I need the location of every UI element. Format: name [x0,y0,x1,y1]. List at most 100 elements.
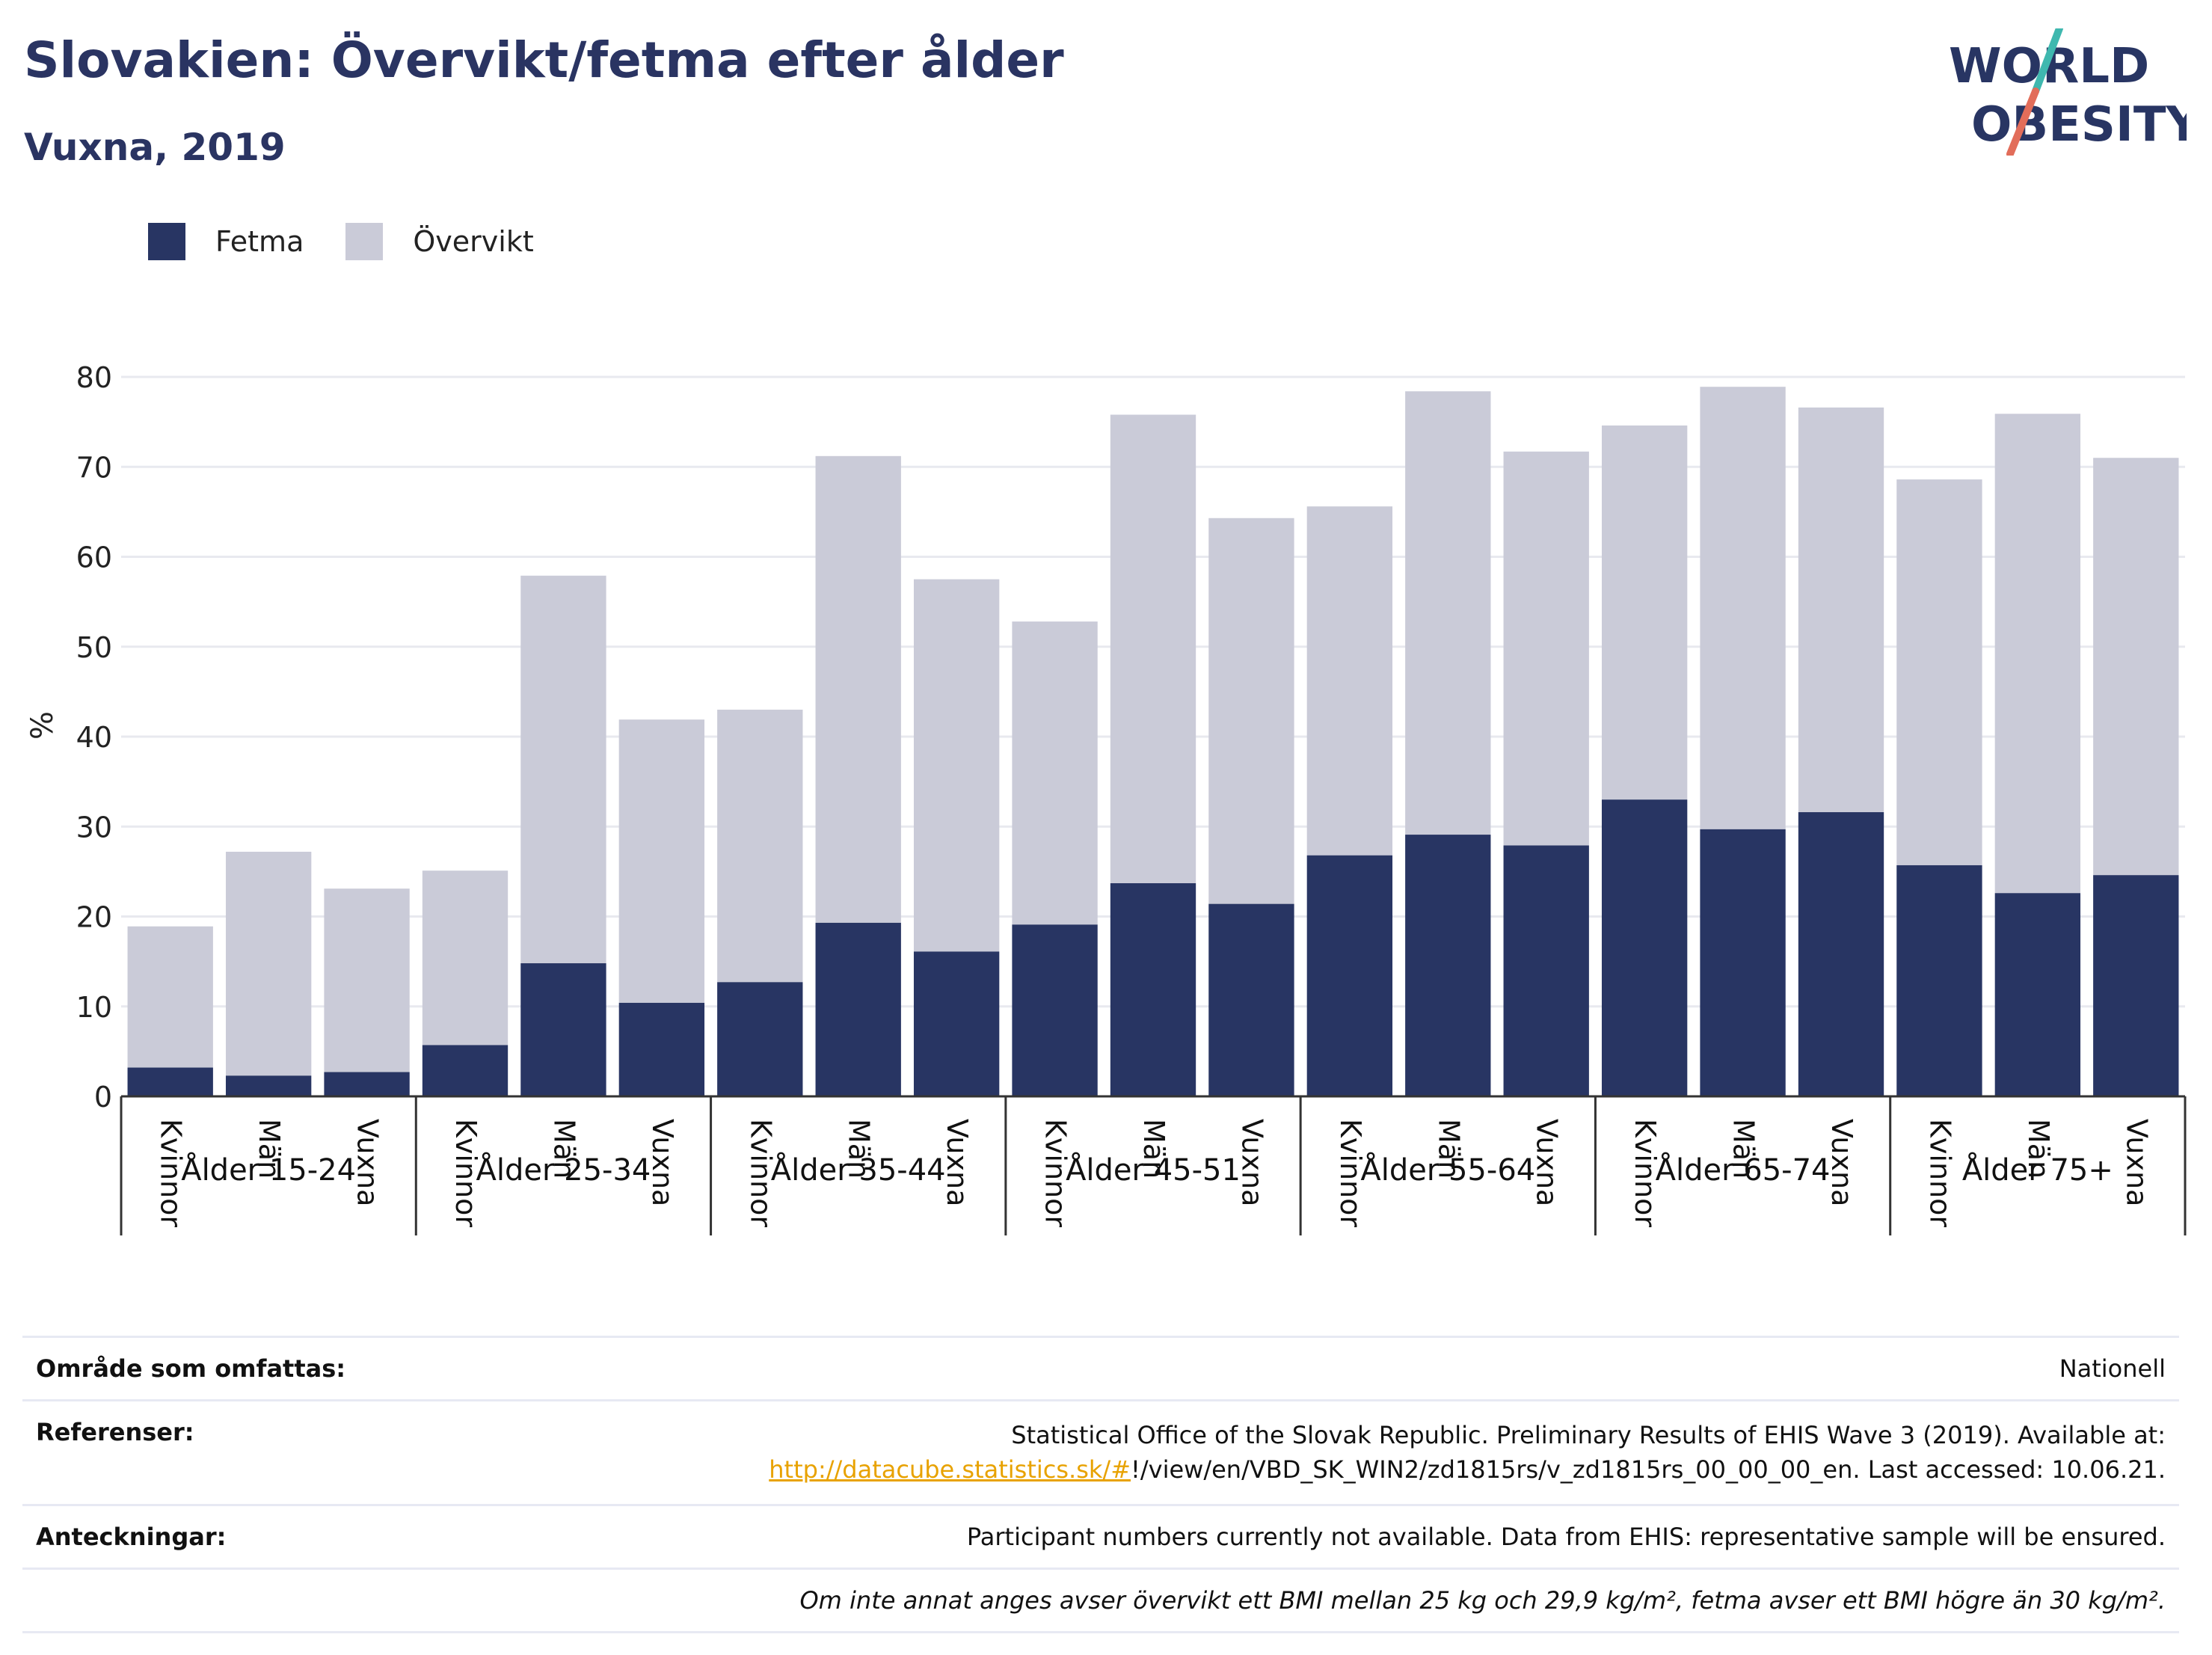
bar-overvikt-3-2 [1208,518,1294,904]
chart-subtitle: Vuxna, 2019 [24,126,286,169]
x-sublabel-0-1: Män [253,1119,286,1179]
bar-fetma-0-2 [324,1072,410,1096]
bar-fetma-1-1 [520,963,606,1096]
x-sublabel-3-1: Män [1137,1119,1170,1179]
bar-fetma-6-2 [2093,875,2179,1096]
bar-fetma-1-0 [422,1045,509,1096]
bar-fetma-6-0 [1896,865,1982,1096]
bar-overvikt-5-0 [1601,425,1688,800]
x-sublabel-5-1: Män [1727,1119,1760,1179]
x-sublabel-3-2: Vuxna [1235,1119,1268,1206]
chart-footer: Område som omfattas: Nationell Referense… [22,1336,2179,1633]
bar-overvikt-5-1 [1700,387,1786,829]
bar-fetma-2-2 [913,951,1000,1096]
references-text: Statistical Office of the Slovak Republi… [1011,1421,2166,1449]
bar-overvikt-0-0 [127,926,213,1068]
y-tick-label-20: 20 [76,901,112,934]
legend-label-overvikt: Övervikt [413,225,534,258]
x-group-label-5: Ålder 65-74 [1656,1152,1831,1188]
bar-overvikt-2-2 [913,579,1000,952]
bar-overvikt-0-1 [225,851,312,1076]
y-tick-label-50: 50 [76,631,112,664]
logo-line-2: OBESITY [1971,97,2187,153]
x-sublabel-4-2: Vuxna [1531,1119,1564,1206]
x-group-label-4: Ålder 55-64 [1360,1152,1535,1188]
x-group-label-2: Ålder 35-44 [771,1152,946,1188]
x-sublabel-3-0: Kvinnor [1039,1119,1072,1227]
world-obesity-logo: WORLD OBESITY [1949,28,2187,156]
x-sublabel-5-0: Kvinnor [1629,1119,1662,1227]
bar-fetma-0-1 [225,1075,312,1096]
x-sublabel-6-0: Kvinnor [1923,1119,1956,1227]
bar-fetma-3-1 [1110,883,1196,1096]
notes-label: Anteckningar: [36,1522,227,1551]
bar-fetma-1-2 [618,1002,705,1096]
x-sublabel-6-2: Vuxna [2120,1119,2153,1206]
y-axis-label: % [25,711,60,740]
logo-slash-teal [2032,28,2063,95]
footer-row-definition: Om inte annat anges avser övervikt ett B… [22,1570,2179,1633]
legend-label-fetma: Fetma [215,225,304,258]
bar-fetma-2-0 [717,982,803,1096]
bar-overvikt-1-1 [520,575,606,964]
references-link[interactable]: http://datacube.statistics.sk/# [769,1455,1131,1484]
bar-overvikt-2-1 [815,455,901,923]
x-sublabel-0-2: Vuxna [351,1119,384,1206]
bar-fetma-3-2 [1208,903,1294,1096]
references-label: Referenser: [36,1418,194,1446]
footer-row-references: Referenser: Statistical Office of the Sl… [22,1401,2179,1506]
bar-overvikt-1-2 [618,719,705,1003]
x-group-label-6: Ålder 75+ [1962,1152,2113,1188]
y-tick-label-60: 60 [76,541,112,574]
bar-fetma-2-1 [815,922,901,1096]
bar-overvikt-3-0 [1012,621,1098,925]
bar-overvikt-4-2 [1503,451,1589,846]
footer-row-notes: Anteckningar: Participant numbers curren… [22,1506,2179,1570]
logo-slash-red [2006,87,2039,156]
coverage-value: Nationell [2059,1354,2166,1383]
bar-overvikt-4-0 [1306,506,1393,856]
y-tick-label-0: 0 [94,1081,112,1114]
bar-overvikt-5-2 [1798,407,1884,813]
legend-item-fetma: Fetma [148,223,304,260]
bar-overvikt-6-0 [1896,479,1982,865]
bar-overvikt-2-0 [717,709,803,983]
bar-fetma-5-1 [1700,829,1786,1096]
bar-fetma-3-0 [1012,924,1098,1096]
footer-row-coverage: Område som omfattas: Nationell [22,1336,2179,1401]
bar-fetma-4-2 [1503,845,1589,1096]
references-text-after: !/view/en/VBD_SK_WIN2/zd1815rs/v_zd1815r… [1131,1455,2166,1484]
chart-legend: Fetma Övervikt [148,223,576,260]
bar-overvikt-4-1 [1405,391,1491,835]
x-sublabel-2-1: Män [843,1119,876,1179]
y-tick-label-40: 40 [76,721,112,754]
x-sublabel-0-0: Kvinnor [155,1119,188,1227]
coverage-label: Område som omfattas: [36,1354,346,1383]
y-tick-label-70: 70 [76,451,112,484]
x-sublabel-5-2: Vuxna [1825,1119,1858,1206]
definition-note: Om inte annat anges avser övervikt ett B… [799,1585,2166,1615]
y-tick-label-80: 80 [76,361,112,394]
bar-fetma-5-2 [1798,812,1884,1096]
bar-fetma-4-0 [1306,855,1393,1096]
legend-item-overvikt: Övervikt [345,223,534,260]
bar-fetma-0-0 [127,1067,213,1096]
y-tick-label-30: 30 [76,811,112,844]
x-sublabel-2-2: Vuxna [941,1119,974,1206]
x-sublabel-1-2: Vuxna [646,1119,679,1206]
bar-fetma-6-1 [1994,893,2081,1096]
bar-overvikt-1-0 [422,871,509,1045]
x-sublabel-1-0: Kvinnor [449,1119,482,1227]
bar-overvikt-6-2 [2093,458,2179,876]
x-sublabel-4-1: Män [1432,1119,1465,1179]
x-sublabel-1-1: Män [547,1119,580,1179]
x-group-label-1: Ålder 25-34 [476,1152,651,1188]
legend-swatch-overvikt [345,223,384,260]
y-tick-label-10: 10 [76,991,112,1024]
references-value: Statistical Office of the Slovak Republi… [655,1418,2166,1487]
legend-swatch-fetma [148,223,185,260]
x-sublabel-6-1: Män [2022,1119,2055,1179]
bar-overvikt-0-2 [324,888,410,1072]
x-group-label-3: Ålder 45-51 [1066,1152,1241,1188]
